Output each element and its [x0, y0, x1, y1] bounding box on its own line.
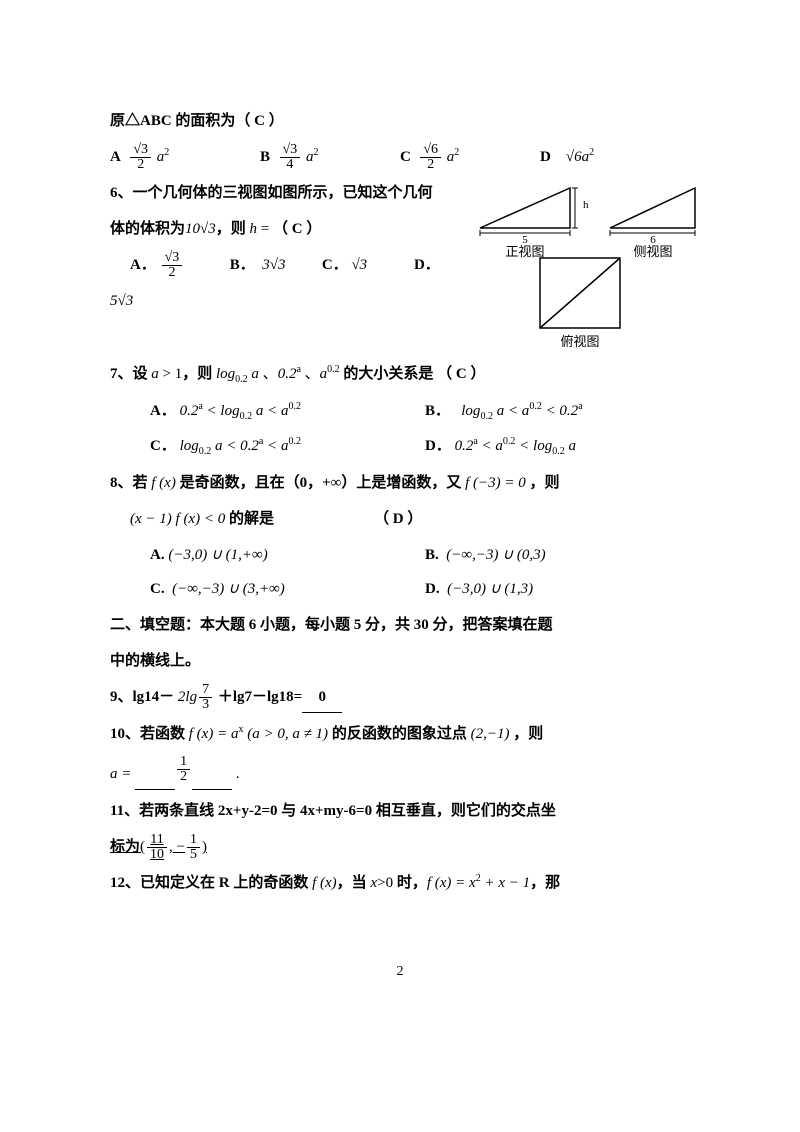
section2-a: 二、填空题：本大题 6 小题，每小题 5 分，共 30 分，把答案填在题: [110, 610, 700, 640]
q7-options-cd: C． log0.2 a < 0.2a < a0.2 D． 0.2a < a0.2…: [150, 431, 700, 462]
q7-stem: 7、设 a > 1，则 log0.2 a 、0.2a 、a0.2 的大小关系是 …: [110, 359, 700, 390]
q10-a: 10、若函数 f (x) = ax (a > 0, a ≠ 1) 的反函数的图象…: [110, 719, 700, 749]
q6-options: A． √32 B． 3√3 C． √3 D．: [130, 250, 460, 280]
q10-b: a = 12 .: [110, 755, 700, 790]
section2-b: 中的横线上。: [110, 646, 700, 676]
svg-text:俯视图: 俯视图: [560, 334, 599, 349]
q8-options-cd: C. (−∞,−3) ∪ (3,+∞) D. (−3,0) ∪ (1,3): [150, 574, 700, 604]
q9: 9、lg14－ 2lg73 ＋lg7－lg18= 0: [110, 682, 700, 713]
q7-options-ab: A． 0.2a < log0.2 a < a0.2 B． log0.2 a < …: [150, 396, 700, 427]
svg-text:正视图: 正视图: [505, 244, 544, 258]
q8-stem-1: 8、若 f (x) 是奇函数，且在（0，+∞）上是增函数，又 f (−3) = …: [110, 468, 700, 498]
q8-stem-2: (x − 1) f (x) < 0 的解是（ D ）: [130, 504, 700, 534]
svg-text:h: h: [583, 199, 589, 211]
q5-options: A √32 a2 B √34 a2 C √62 a2 D √6a2: [110, 142, 700, 172]
page-number: 2: [0, 964, 800, 980]
q8-options-ab: A. (−3,0) ∪ (1,+∞) B. (−∞,−3) ∪ (0,3): [150, 540, 700, 570]
q12: 12、已知定义在 R 上的奇函数 f (x)，当 x>0 时，f (x) = x…: [110, 868, 700, 898]
q11-b: 标为(1110, −15): [110, 832, 700, 862]
three-view-diagram: 5 h 正视图 6 侧视图 俯视图: [470, 178, 700, 353]
q5-stem: 原△ABC 的面积为（ C ）: [110, 106, 700, 136]
q11-a: 11、若两条直线 2x+y-2=0 与 4x+my-6=0 相互垂直，则它们的交…: [110, 796, 700, 826]
svg-text:侧视图: 侧视图: [633, 244, 672, 258]
